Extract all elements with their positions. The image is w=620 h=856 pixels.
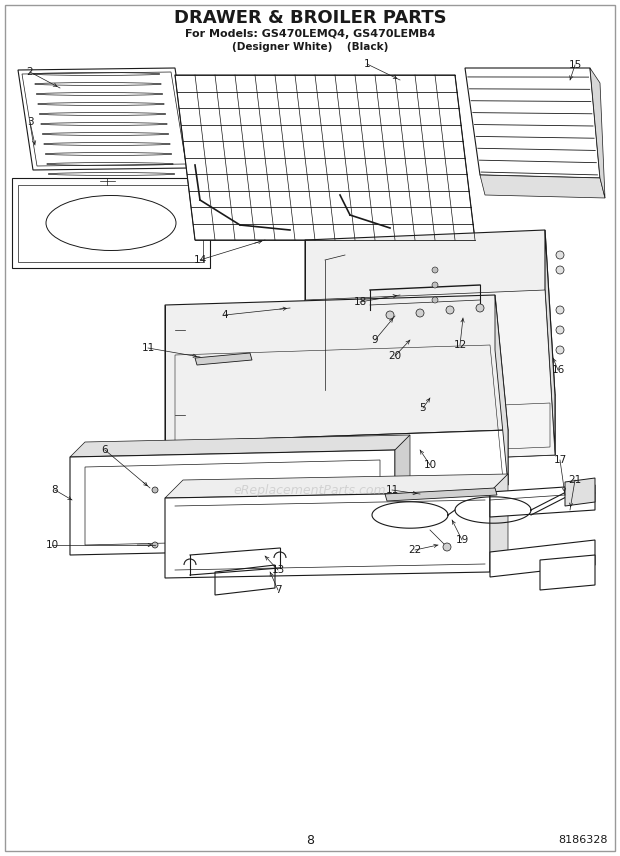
- Text: 16: 16: [551, 365, 565, 375]
- Circle shape: [556, 251, 564, 259]
- Text: 1: 1: [364, 59, 370, 69]
- Text: 19: 19: [455, 535, 469, 545]
- Text: 14: 14: [193, 255, 206, 265]
- Text: 10: 10: [423, 460, 436, 470]
- Circle shape: [152, 542, 158, 548]
- Text: 13: 13: [272, 565, 285, 575]
- Circle shape: [556, 326, 564, 334]
- Circle shape: [446, 306, 454, 314]
- Text: 15: 15: [569, 60, 582, 70]
- Polygon shape: [165, 474, 508, 498]
- Polygon shape: [465, 68, 600, 178]
- Text: For Models: GS470LEMQ4, GS470LEMB4: For Models: GS470LEMQ4, GS470LEMB4: [185, 29, 435, 39]
- Polygon shape: [490, 485, 595, 517]
- Text: 3: 3: [27, 117, 33, 127]
- Polygon shape: [395, 435, 410, 548]
- Text: 10: 10: [45, 540, 58, 550]
- Polygon shape: [12, 178, 210, 268]
- Circle shape: [386, 311, 394, 319]
- Circle shape: [432, 282, 438, 288]
- Polygon shape: [305, 230, 555, 405]
- Circle shape: [476, 304, 484, 312]
- Text: (Designer White)    (Black): (Designer White) (Black): [232, 42, 388, 52]
- Polygon shape: [70, 450, 395, 555]
- Text: 12: 12: [453, 340, 467, 350]
- Text: DRAWER & BROILER PARTS: DRAWER & BROILER PARTS: [174, 9, 446, 27]
- Polygon shape: [165, 295, 508, 442]
- Text: 8186328: 8186328: [559, 835, 608, 845]
- Polygon shape: [305, 290, 555, 465]
- Text: 8: 8: [51, 485, 58, 495]
- Polygon shape: [540, 555, 595, 590]
- Circle shape: [416, 309, 424, 317]
- Polygon shape: [18, 68, 190, 170]
- Text: 11: 11: [141, 343, 154, 353]
- Text: 2: 2: [27, 67, 33, 77]
- Circle shape: [556, 346, 564, 354]
- Text: 6: 6: [102, 445, 108, 455]
- Polygon shape: [385, 488, 497, 501]
- Polygon shape: [175, 75, 475, 240]
- Circle shape: [432, 297, 438, 303]
- Polygon shape: [480, 175, 605, 198]
- Text: 4: 4: [222, 310, 228, 320]
- Text: 20: 20: [389, 351, 402, 361]
- Polygon shape: [165, 492, 490, 578]
- Polygon shape: [545, 230, 555, 455]
- Circle shape: [432, 267, 438, 273]
- Polygon shape: [70, 435, 410, 457]
- Circle shape: [152, 487, 158, 493]
- Polygon shape: [165, 430, 508, 497]
- Polygon shape: [590, 68, 605, 198]
- Text: 18: 18: [353, 297, 366, 307]
- Circle shape: [556, 266, 564, 274]
- Polygon shape: [565, 478, 595, 506]
- Text: 8: 8: [306, 834, 314, 847]
- Circle shape: [556, 306, 564, 314]
- Text: 5: 5: [420, 403, 427, 413]
- Polygon shape: [490, 540, 595, 577]
- Text: 7: 7: [275, 585, 281, 595]
- Polygon shape: [195, 353, 252, 365]
- Text: eReplacementParts.com: eReplacementParts.com: [234, 484, 386, 496]
- Polygon shape: [490, 474, 508, 572]
- Text: 9: 9: [371, 335, 378, 345]
- Text: 11: 11: [386, 485, 399, 495]
- Text: 22: 22: [409, 545, 422, 555]
- Text: 17: 17: [554, 455, 567, 465]
- Circle shape: [443, 543, 451, 551]
- Text: 21: 21: [569, 475, 582, 485]
- Polygon shape: [495, 295, 508, 485]
- Polygon shape: [305, 395, 555, 465]
